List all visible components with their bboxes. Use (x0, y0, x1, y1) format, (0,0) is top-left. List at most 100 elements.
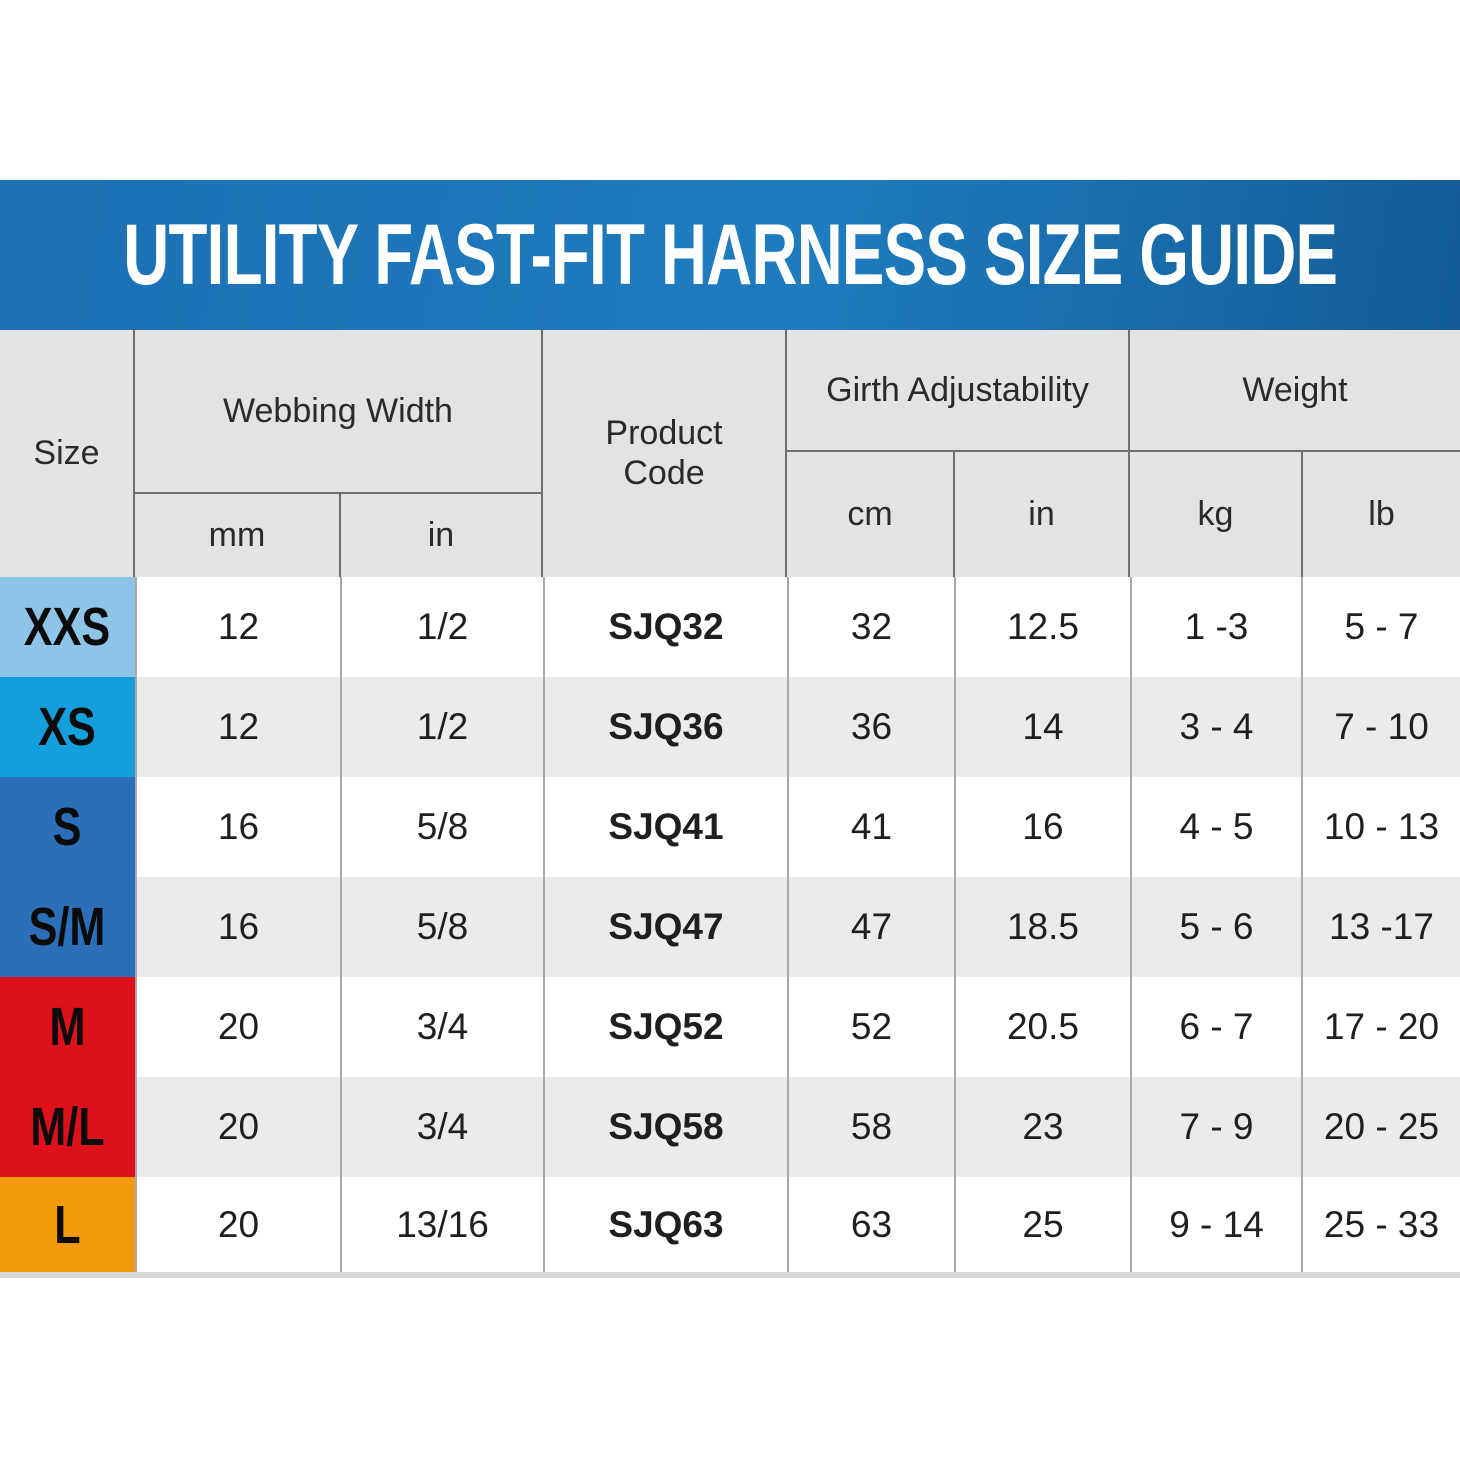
webbing-in-cell: 3/4 (340, 1077, 543, 1177)
product-code-cell: SJQ58 (543, 1077, 787, 1177)
girth-in-cell: 12.5 (954, 577, 1130, 677)
webbing-in-cell: 5/8 (340, 877, 543, 977)
table-body: XXS 12 1/2 SJQ32 32 12.5 1 -3 5 - 7 XS 1… (0, 577, 1460, 1272)
column-header-size-label: Size (33, 434, 100, 472)
column-group-girth-adjustability: Girth Adjustability cm in (787, 330, 1130, 577)
column-header-webbing-mm: mm (135, 494, 339, 577)
webbing-mm-cell: 20 (135, 1177, 340, 1272)
girth-in-cell: 23 (954, 1077, 1130, 1177)
weight-lb-value: 13 -17 (1329, 906, 1434, 947)
product-code-value: SJQ32 (608, 606, 724, 647)
girth-in-value: 16 (1022, 806, 1064, 847)
weight-kg-label: kg (1197, 495, 1234, 533)
webbing-in-cell: 1/2 (340, 577, 543, 677)
webbing-in-value: 13/16 (396, 1203, 489, 1245)
girth-cm-cell: 63 (787, 1177, 954, 1272)
size-guide-table: Size Webbing Width mm in Product Code (0, 330, 1460, 1278)
title-banner: UTILITY FAST-FIT HARNESS SIZE GUIDE (0, 180, 1460, 330)
product-code-label: Product Code (605, 414, 723, 492)
product-code-cell: SJQ47 (543, 877, 787, 977)
weight-lb-cell: 13 -17 (1301, 877, 1460, 977)
column-header-weight-kg: kg (1130, 452, 1301, 577)
weight-lb-cell: 25 - 33 (1301, 1177, 1460, 1272)
girth-cm-value: 32 (850, 606, 893, 647)
webbing-mm-value: 12 (217, 606, 260, 647)
girth-cm-cell: 52 (787, 977, 954, 1077)
webbing-width-label: Webbing Width (223, 391, 453, 430)
girth-cm-value: 52 (850, 1006, 893, 1047)
weight-lb-value: 25 - 33 (1323, 1203, 1440, 1245)
column-group-webbing-width-title: Webbing Width (135, 330, 541, 494)
webbing-in-cell: 5/8 (340, 777, 543, 877)
webbing-mm-value: 20 (217, 1203, 260, 1245)
webbing-in-cell: 3/4 (340, 977, 543, 1077)
weight-kg-value: 7 - 9 (1179, 1106, 1254, 1147)
column-group-girth-title: Girth Adjustability (787, 330, 1128, 452)
girth-in-cell: 16 (954, 777, 1130, 877)
product-code-value: SJQ41 (608, 806, 724, 847)
size-cell: M (0, 977, 135, 1077)
webbing-mm-value: 16 (217, 906, 260, 947)
webbing-in-value: 5/8 (416, 806, 469, 847)
column-group-weight: Weight kg lb (1130, 330, 1460, 577)
weight-lb-cell: 17 - 20 (1301, 977, 1460, 1077)
girth-units: cm in (787, 452, 1128, 577)
weight-kg-cell: 3 - 4 (1130, 677, 1301, 777)
webbing-mm-cell: 12 (135, 577, 340, 677)
girth-in-label: in (1028, 495, 1055, 533)
webbing-mm-cell: 16 (135, 777, 340, 877)
webbing-in-value: 3/4 (416, 1106, 469, 1147)
webbing-mm-label: mm (208, 516, 266, 554)
girth-cm-cell: 58 (787, 1077, 954, 1177)
table-row: XXS 12 1/2 SJQ32 32 12.5 1 -3 5 - 7 (0, 577, 1460, 677)
webbing-mm-cell: 16 (135, 877, 340, 977)
page-title: UTILITY FAST-FIT HARNESS SIZE GUIDE (123, 206, 1338, 303)
weight-kg-value: 1 -3 (1184, 606, 1249, 647)
girth-in-value: 25 (1022, 1203, 1064, 1245)
webbing-in-value: 1/2 (416, 706, 469, 747)
size-label: M/L (30, 1097, 105, 1157)
girth-cm-cell: 36 (787, 677, 954, 777)
weight-kg-value: 5 - 6 (1179, 906, 1254, 947)
table-row: S 16 5/8 SJQ41 41 16 4 - 5 10 - 13 (0, 777, 1460, 877)
size-cell: L (0, 1177, 135, 1272)
table-row: M/L 20 3/4 SJQ58 58 23 7 - 9 20 - 25 (0, 1077, 1460, 1177)
girth-in-value: 23 (1022, 1106, 1064, 1147)
weight-lb-cell: 7 - 10 (1301, 677, 1460, 777)
girth-adjustability-label: Girth Adjustability (826, 370, 1089, 409)
weight-lb-value: 17 - 20 (1323, 1006, 1440, 1047)
weight-lb-label: lb (1368, 495, 1395, 533)
webbing-in-value: 5/8 (416, 906, 469, 947)
girth-in-cell: 25 (954, 1177, 1130, 1272)
weight-lb-value: 10 - 13 (1323, 806, 1440, 847)
girth-cm-value: 58 (850, 1106, 893, 1147)
size-cell: XXS (0, 577, 135, 677)
size-cell: S (0, 777, 135, 877)
webbing-in-value: 1/2 (416, 606, 469, 647)
size-label: XXS (24, 597, 111, 657)
table-row: XS 12 1/2 SJQ36 36 14 3 - 4 7 - 10 (0, 677, 1460, 777)
column-group-webbing-width: Webbing Width mm in (135, 330, 543, 577)
weight-lb-cell: 5 - 7 (1301, 577, 1460, 677)
column-group-weight-title: Weight (1130, 330, 1460, 452)
webbing-mm-cell: 20 (135, 977, 340, 1077)
size-cell: XS (0, 677, 135, 777)
column-header-weight-lb: lb (1301, 452, 1460, 577)
size-label: S (53, 797, 82, 857)
size-label: S/M (29, 897, 106, 957)
webbing-mm-value: 20 (217, 1106, 260, 1147)
weight-lb-cell: 10 - 13 (1301, 777, 1460, 877)
girth-cm-cell: 41 (787, 777, 954, 877)
product-code-value: SJQ36 (608, 706, 724, 747)
product-code-value: SJQ52 (608, 1006, 724, 1047)
webbing-in-cell: 1/2 (340, 677, 543, 777)
column-header-webbing-in: in (338, 494, 541, 577)
weight-kg-cell: 5 - 6 (1130, 877, 1301, 977)
girth-cm-value: 47 (850, 906, 893, 947)
table-row: S/M 16 5/8 SJQ47 47 18.5 5 - 6 13 -17 (0, 877, 1460, 977)
size-cell: M/L (0, 1077, 135, 1177)
size-label: XS (38, 697, 97, 757)
weight-lb-value: 5 - 7 (1344, 606, 1419, 647)
product-code-value: SJQ58 (608, 1106, 724, 1147)
